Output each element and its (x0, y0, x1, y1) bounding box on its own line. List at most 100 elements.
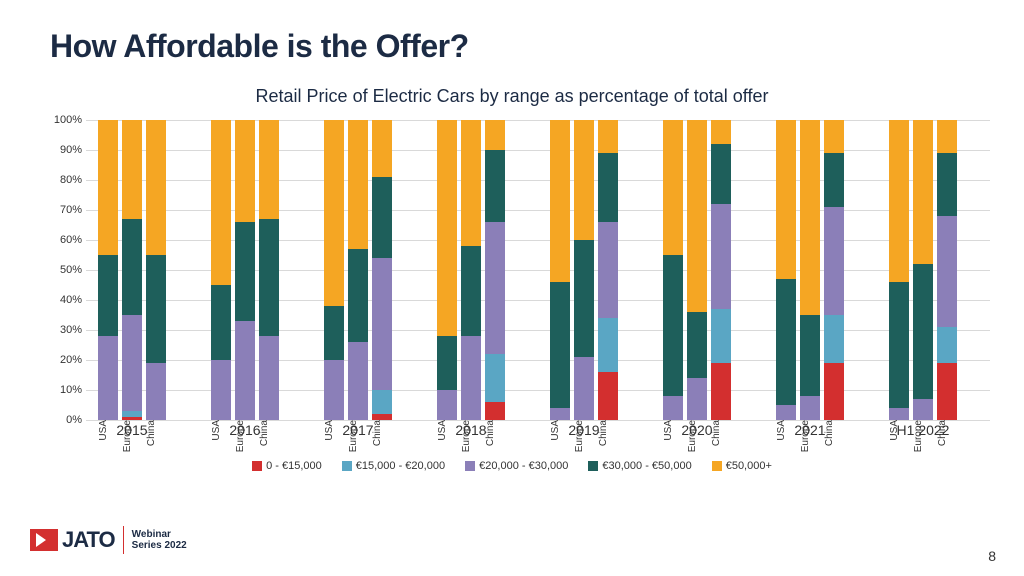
bar-segment (824, 120, 844, 153)
bar-segment (913, 399, 933, 420)
bar-segment (122, 219, 142, 315)
bar-segment (122, 411, 142, 417)
x-tick-label: 2016 (211, 422, 279, 438)
y-tick-label: 60% (60, 234, 82, 246)
bar-segment (122, 315, 142, 411)
bar-segment (485, 354, 505, 402)
bar-segment (687, 378, 707, 420)
logo-text: JATO (62, 527, 115, 553)
bar-segment (574, 357, 594, 420)
bar-segment (711, 144, 731, 204)
year-cluster: USAEuropeChina (437, 120, 505, 420)
bar-segment (324, 306, 344, 360)
bar-segment (937, 363, 957, 420)
legend-item: 0 - €15,000 (252, 460, 322, 472)
legend-item: €50,000+ (712, 460, 772, 472)
bar-segment (598, 120, 618, 153)
chart-plot-area: 0%10%20%30%40%50%60%70%80%90%100%USAEuro… (86, 120, 990, 420)
bar-segment (687, 120, 707, 312)
x-tick-label: 2018 (437, 422, 505, 438)
bar-segment (146, 363, 166, 420)
bar-segment (711, 363, 731, 420)
slide: How Affordable is the Offer? Retail Pric… (0, 0, 1024, 576)
bar-segment (98, 336, 118, 420)
legend-label: 0 - €15,000 (266, 460, 322, 472)
chart-legend: 0 - €15,000 €15,000 - €20,000 €20,000 - €3… (0, 460, 1024, 472)
y-tick-label: 20% (60, 354, 82, 366)
y-tick-label: 40% (60, 294, 82, 306)
bar-segment (937, 216, 957, 327)
y-tick-label: 30% (60, 324, 82, 336)
bar-segment (437, 336, 457, 390)
bar-segment (800, 315, 820, 396)
affordability-chart: 0%10%20%30%40%50%60%70%80%90%100%USAEuro… (50, 120, 990, 450)
bar-segment (461, 120, 481, 246)
x-tick-label: 2020 (663, 422, 731, 438)
bar-segment (372, 390, 392, 414)
bar-segment (550, 120, 570, 282)
year-cluster: USAEuropeChina (98, 120, 166, 420)
page-title: How Affordable is the Offer? (50, 28, 469, 65)
bar-segment (824, 363, 844, 420)
bar-segment (259, 336, 279, 420)
bar-segment (598, 318, 618, 372)
bar-segment (776, 279, 796, 405)
bar-segment (348, 120, 368, 249)
bar-segment (324, 360, 344, 420)
bar-segment (889, 408, 909, 420)
bar-segment (711, 309, 731, 363)
bar-segment (889, 120, 909, 282)
bar-segment (663, 120, 683, 255)
year-cluster: USAEuropeChina (211, 120, 279, 420)
year-cluster: USAEuropeChina (663, 120, 731, 420)
bar-segment (235, 120, 255, 222)
x-tick-label: H1 2022 (889, 422, 957, 438)
bar-segment (598, 222, 618, 318)
bar-segment (800, 120, 820, 315)
bar-segment (663, 396, 683, 420)
chart-subtitle: Retail Price of Electric Cars by range a… (0, 86, 1024, 107)
bar-segment (485, 150, 505, 222)
bar-segment (937, 327, 957, 363)
logo-mark-icon (30, 529, 58, 551)
bar-segment (824, 153, 844, 207)
bar-segment (372, 177, 392, 258)
year-cluster: USAEuropeChina (889, 120, 957, 420)
logo-subtitle: Webinar Series 2022 (132, 529, 187, 551)
y-tick-label: 80% (60, 174, 82, 186)
bar-segment (824, 315, 844, 363)
bar-segment (937, 153, 957, 216)
bar-segment (913, 264, 933, 399)
bar-segment (800, 396, 820, 420)
bar-segment (259, 120, 279, 219)
year-cluster: USAEuropeChina (776, 120, 844, 420)
year-cluster: USAEuropeChina (324, 120, 392, 420)
bar-segment (146, 255, 166, 363)
bar-segment (122, 120, 142, 219)
bar-segment (598, 372, 618, 420)
legend-label: €15,000 - €20,000 (356, 460, 445, 472)
bar-segment (461, 246, 481, 336)
legend-item: €20,000 - €30,000 (465, 460, 568, 472)
legend-item: €30,000 - €50,000 (588, 460, 691, 472)
bar-segment (550, 282, 570, 408)
bar-segment (485, 402, 505, 420)
y-tick-label: 90% (60, 144, 82, 156)
y-tick-label: 50% (60, 264, 82, 276)
bar-segment (437, 120, 457, 336)
bar-segment (711, 120, 731, 144)
bar-segment (889, 282, 909, 408)
bar-segment (348, 249, 368, 342)
legend-label: €50,000+ (726, 460, 772, 472)
x-tick-label: 2015 (98, 422, 166, 438)
legend-swatch (342, 461, 352, 471)
y-tick-label: 0% (66, 414, 82, 426)
bar-segment (372, 258, 392, 390)
bar-segment (485, 222, 505, 354)
legend-label: €20,000 - €30,000 (479, 460, 568, 472)
bar-segment (937, 120, 957, 153)
bar-segment (211, 360, 231, 420)
legend-swatch (465, 461, 475, 471)
y-tick-label: 10% (60, 384, 82, 396)
bar-segment (776, 405, 796, 420)
